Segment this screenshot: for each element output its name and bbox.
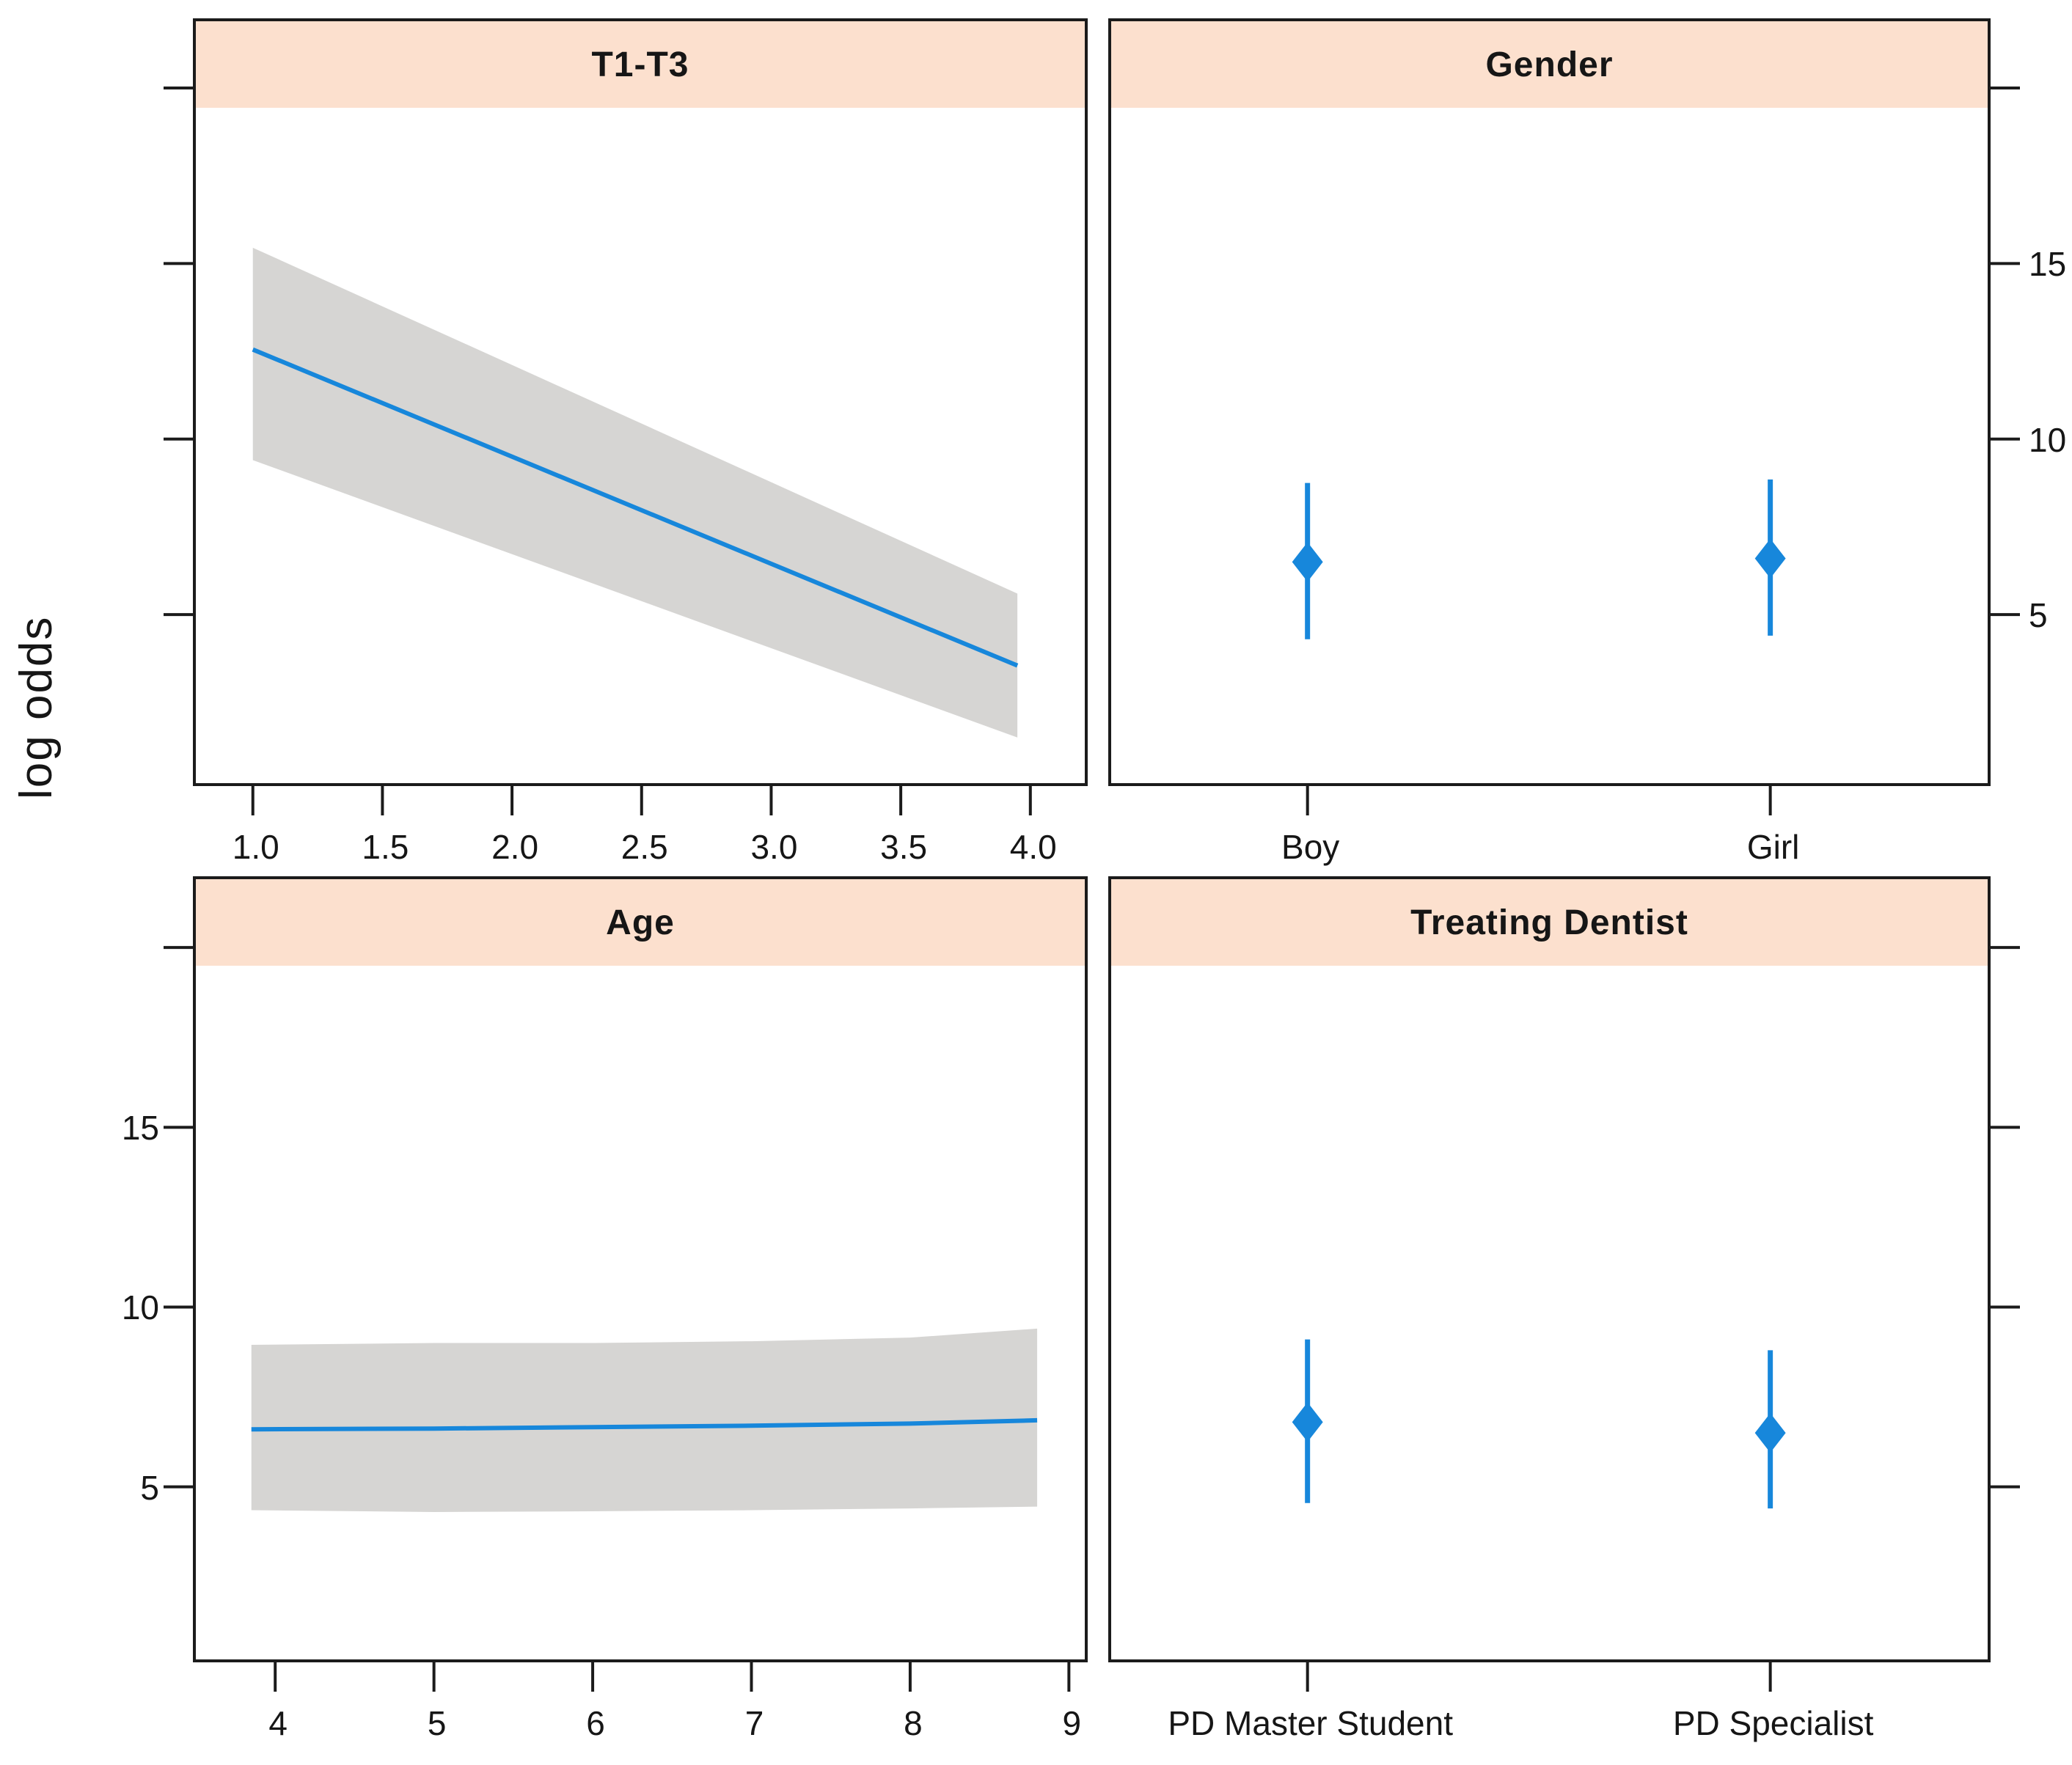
tick-label: 5 [2029,596,2048,635]
tick-label: 6 [586,1704,605,1742]
tick-label: PD Master Student [1168,1704,1453,1742]
tick-label: 2.0 [491,828,539,866]
tick-label: 15 [121,1109,159,1148]
point-estimate-diamond [1292,1402,1323,1442]
y-axis-title: log odds [11,615,62,799]
tick-label: 4 [268,1704,288,1742]
tick-label: 15 [2029,245,2067,284]
panel-t1t3: T1-T3 1.0 1.5 2.0 2.5 3.0 3.5 4.0 [164,18,1088,866]
tick-label: 3.0 [750,828,798,866]
panel-title-gender: Gender [1485,45,1614,84]
tick-label: 10 [2029,420,2067,459]
panel-dentist: Treating Dentist PD Master Student PD Spe… [1108,876,2020,1742]
point-estimate-diamond [1754,1413,1786,1453]
tick-label: Girl [1746,828,1800,866]
panel-title-age: Age [606,903,675,942]
tick-label: 2.5 [620,828,668,866]
panel-title-t1t3: T1-T3 [591,45,689,84]
point-estimate-diamond [1292,542,1323,582]
dentist-plot-area [1292,946,2020,1692]
tick-label: 1.0 [232,828,279,866]
confidence-band [251,1328,1038,1512]
panel-title-dentist: Treating Dentist [1410,903,1688,942]
tick-label: 8 [904,1704,923,1742]
panel-age: Age 5 10 15 4 5 6 7 8 9 [122,876,1088,1742]
panel-header-gender: Gender [1111,21,1988,108]
panel-header-dentist: Treating Dentist [1111,879,1988,966]
tick-label: 7 [744,1704,764,1742]
tick-label: 9 [1062,1704,1082,1742]
fitted-line [252,347,1019,668]
tick-label: PD Specialist [1672,1704,1874,1742]
tick-label: 10 [121,1288,159,1327]
tick-label: 3.5 [880,828,928,866]
tick-label: 5 [140,1468,159,1507]
panel-header-t1t3: T1-T3 [196,21,1085,108]
tick-label: 4.0 [1009,828,1057,866]
tick-label: 1.5 [362,828,409,866]
t1t3-plot-area [164,86,1032,815]
panel-header-age: Age [196,879,1085,966]
fitted-line [251,1417,1038,1432]
tick-label: 5 [427,1704,447,1742]
age-plot-area [164,946,1071,1692]
gender-plot-area [1292,86,2020,815]
panel-gender: Gender 5 10 15 Boy Girl [1108,18,2066,866]
confidence-band [252,247,1018,738]
point-estimate-diamond [1754,538,1786,579]
tick-label: Boy [1281,828,1340,866]
